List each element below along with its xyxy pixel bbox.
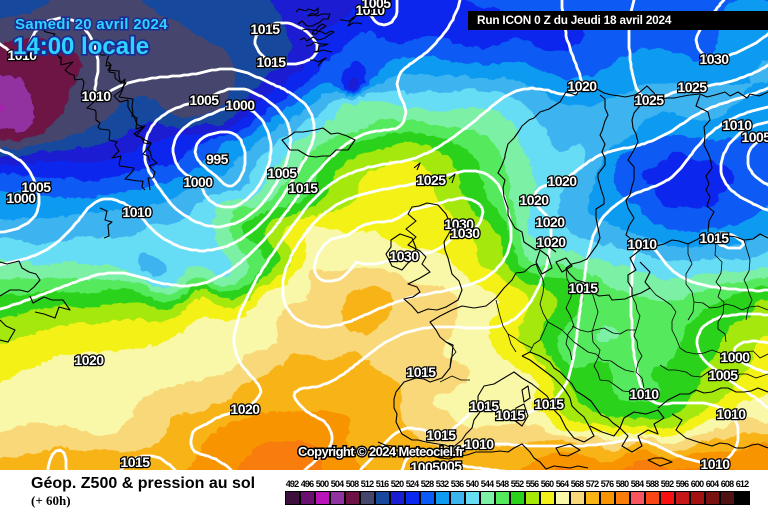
svg-text:1005: 1005 xyxy=(267,165,297,181)
svg-text:1005: 1005 xyxy=(741,129,768,145)
svg-text:1020: 1020 xyxy=(519,192,549,208)
svg-text:1005: 1005 xyxy=(432,458,462,470)
svg-text:1010: 1010 xyxy=(627,236,657,252)
svg-text:1005: 1005 xyxy=(189,92,219,108)
svg-text:1015: 1015 xyxy=(699,230,729,246)
svg-text:1015: 1015 xyxy=(534,396,564,412)
svg-text:1015: 1015 xyxy=(120,454,150,470)
svg-text:1010: 1010 xyxy=(355,2,385,18)
svg-text:995: 995 xyxy=(206,151,229,167)
svg-text:1010: 1010 xyxy=(464,436,494,452)
svg-text:1005: 1005 xyxy=(361,0,391,11)
svg-text:1020: 1020 xyxy=(230,401,260,417)
svg-text:1010: 1010 xyxy=(716,406,746,422)
svg-text:1005: 1005 xyxy=(21,179,51,195)
svg-text:1015: 1015 xyxy=(426,427,456,443)
svg-text:1020: 1020 xyxy=(567,78,597,94)
svg-text:1000: 1000 xyxy=(720,349,750,365)
svg-text:1000: 1000 xyxy=(6,190,36,206)
svg-text:1030: 1030 xyxy=(450,225,480,241)
svg-text:1025: 1025 xyxy=(634,92,664,108)
svg-text:1015: 1015 xyxy=(406,364,436,380)
svg-text:1010: 1010 xyxy=(629,386,659,402)
svg-text:1000: 1000 xyxy=(183,174,213,190)
svg-text:1010: 1010 xyxy=(81,88,111,104)
svg-text:1015: 1015 xyxy=(495,407,525,423)
svg-text:1030: 1030 xyxy=(444,216,474,232)
svg-text:1020: 1020 xyxy=(547,173,577,189)
svg-text:1015: 1015 xyxy=(288,180,318,196)
svg-text:1005: 1005 xyxy=(410,459,440,470)
svg-text:1020: 1020 xyxy=(535,214,565,230)
svg-text:1030: 1030 xyxy=(389,248,419,264)
svg-text:1025: 1025 xyxy=(677,79,707,95)
svg-text:1010: 1010 xyxy=(122,204,152,220)
svg-text:1005: 1005 xyxy=(708,367,738,383)
svg-text:1010: 1010 xyxy=(722,117,752,133)
svg-text:1015: 1015 xyxy=(250,21,280,37)
svg-text:1010: 1010 xyxy=(700,456,730,470)
svg-text:1015: 1015 xyxy=(469,398,499,414)
svg-text:1000: 1000 xyxy=(225,97,255,113)
svg-text:1030: 1030 xyxy=(699,51,729,67)
svg-text:1025: 1025 xyxy=(416,172,446,188)
svg-text:1015: 1015 xyxy=(256,54,286,70)
svg-text:1020: 1020 xyxy=(74,352,104,368)
svg-text:1020: 1020 xyxy=(536,234,566,250)
svg-text:1010: 1010 xyxy=(7,47,37,63)
svg-text:1015: 1015 xyxy=(568,280,598,296)
